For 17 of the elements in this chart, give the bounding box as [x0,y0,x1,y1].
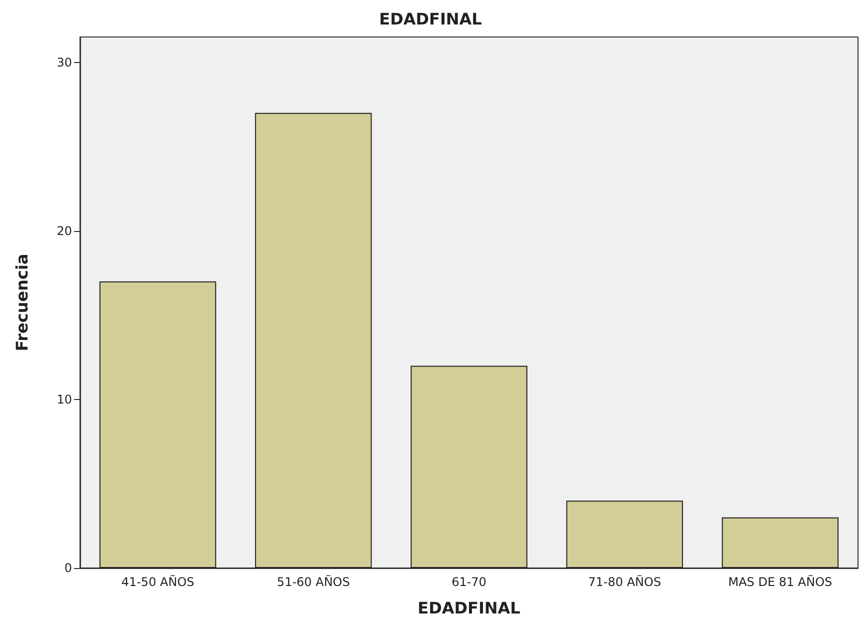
x-tick-label: 41-50 AÑOS [121,574,194,589]
y-tick-label: 10 [56,392,72,406]
chart-title: EDADFINAL [379,10,482,28]
bar [722,517,839,568]
y-tick-label: 30 [56,55,72,70]
x-axis-title: EDADFINAL [418,598,520,618]
bar [99,281,216,568]
bar [566,500,683,568]
x-tick-label: 51-60 AÑOS [276,574,350,589]
y-axis-title: Frecuencia [12,254,32,352]
x-tick-label: MAS DE 81 AÑOS [728,574,832,589]
y-tick-label: 0 [64,561,72,575]
x-tick-label: 71-80 AÑOS [588,574,662,589]
y-tick-label: 20 [56,224,72,238]
bar [255,112,372,568]
bar [410,366,528,568]
x-tick-label: 61-70 [452,575,486,589]
